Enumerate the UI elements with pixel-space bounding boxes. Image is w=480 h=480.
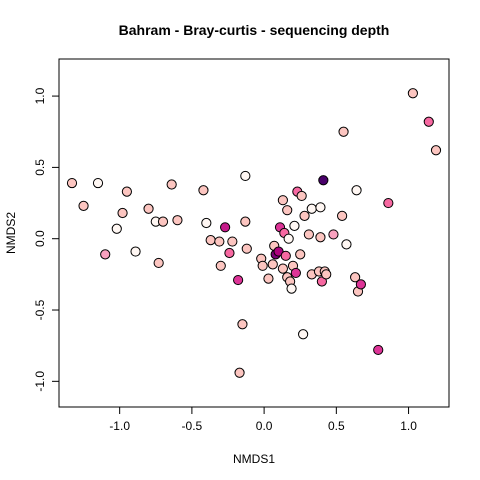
data-point: [66, 177, 78, 189]
data-point: [263, 273, 274, 284]
x-axis-label: NMDS1: [233, 452, 275, 466]
data-point: [286, 283, 297, 294]
data-point: [201, 217, 212, 229]
data-point: [351, 185, 362, 196]
data-point: [267, 259, 278, 270]
data-point: [157, 216, 169, 227]
data-point: [166, 179, 177, 190]
data-point: [234, 367, 245, 378]
data-point: [241, 243, 252, 254]
x-axis: -1.0 -0.5 0.0 0.5 1.0: [109, 406, 417, 433]
y-tick-label: 0.0: [33, 230, 47, 247]
y-axis: -1.0 -0.5 0.0 0.5 1.0: [33, 87, 60, 392]
data-point: [215, 260, 226, 271]
data-point: [283, 233, 294, 244]
x-tick-label: 1.0: [400, 419, 417, 433]
data-point: [303, 229, 314, 240]
data-point: [350, 272, 361, 283]
data-point: [282, 205, 293, 216]
data-point: [117, 207, 128, 219]
data-point: [214, 236, 225, 247]
x-tick-label: 0.5: [328, 419, 345, 433]
data-point: [289, 220, 300, 231]
data-point: [240, 216, 251, 227]
data-point: [130, 246, 141, 257]
data-point: [338, 126, 349, 137]
data-points: [66, 88, 442, 378]
x-tick-label: 0.0: [256, 419, 273, 433]
data-point: [373, 344, 384, 356]
chart-title: Bahram - Bray-curtis - sequencing depth: [119, 22, 390, 38]
y-tick-label: -0.5: [33, 299, 47, 320]
data-point: [315, 202, 326, 213]
data-point: [172, 215, 183, 226]
data-point: [306, 203, 317, 214]
data-point: [111, 223, 122, 234]
data-point: [337, 210, 348, 221]
data-point: [121, 186, 132, 197]
y-tick-label: -1.0: [33, 371, 47, 392]
data-point: [240, 170, 251, 182]
data-point: [321, 269, 332, 280]
data-point: [341, 239, 352, 250]
data-point: [143, 203, 154, 214]
y-tick-label: 1.0: [33, 87, 47, 104]
data-point: [205, 235, 216, 246]
data-point: [355, 279, 366, 290]
data-point: [257, 260, 268, 271]
data-point: [92, 177, 104, 189]
data-point: [100, 249, 111, 260]
x-tick-label: -1.0: [109, 419, 130, 433]
data-point: [277, 263, 288, 274]
data-point: [315, 232, 326, 243]
data-point: [423, 116, 434, 127]
data-point: [237, 319, 248, 330]
data-point: [299, 210, 310, 221]
data-point: [296, 190, 307, 202]
data-point: [280, 250, 291, 261]
data-point: [224, 247, 235, 259]
data-point: [78, 200, 89, 212]
data-point: [277, 195, 288, 206]
data-point: [328, 229, 339, 240]
y-axis-label: NMDS2: [4, 212, 18, 254]
data-point: [233, 274, 244, 286]
data-point: [153, 257, 164, 269]
data-point: [220, 222, 231, 233]
y-tick-label: 0.5: [33, 159, 47, 176]
data-point: [318, 175, 329, 186]
data-point: [290, 267, 301, 279]
data-point: [407, 88, 418, 99]
data-point: [295, 249, 306, 260]
data-point: [227, 236, 238, 247]
data-point: [383, 197, 394, 209]
data-point: [198, 185, 209, 196]
data-point: [298, 329, 309, 340]
data-point: [430, 145, 442, 156]
x-tick-label: -0.5: [182, 419, 203, 433]
